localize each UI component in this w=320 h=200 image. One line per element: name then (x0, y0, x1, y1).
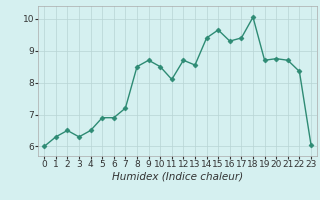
X-axis label: Humidex (Indice chaleur): Humidex (Indice chaleur) (112, 172, 243, 182)
